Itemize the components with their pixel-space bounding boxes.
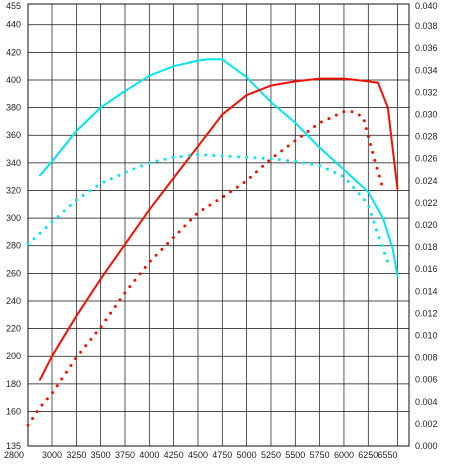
right-tick-label: 0.020 — [415, 220, 438, 230]
left-tick-label: 380 — [6, 103, 21, 113]
x-tick-label: 5500 — [285, 450, 305, 460]
left-tick-label: 440 — [6, 20, 21, 30]
right-tick-label: 0.038 — [415, 21, 438, 31]
horizontal-grid — [27, 3, 410, 447]
x-axis-ticks: 2800 3000 3250 3500 3750 4000 4250 4500 4750 5000… — [4, 450, 398, 460]
left-axis-ticks: 135 160 180 200 220 240 260 280 300 320 340 360 380 4… — [6, 1, 21, 451]
left-tick-label: 180 — [6, 379, 21, 389]
left-tick-label: 135 — [6, 441, 21, 451]
right-tick-label: 0.010 — [415, 331, 438, 341]
x-tick-label: 4750 — [212, 450, 232, 460]
x-tick-label: 5250 — [261, 450, 281, 460]
series-layer — [26, 58, 399, 427]
right-tick-label: 0.016 — [415, 264, 438, 274]
left-tick-label: 280 — [6, 241, 21, 251]
right-tick-label: 0.026 — [415, 154, 438, 164]
right-tick-label: 0.006 — [415, 375, 438, 385]
right-tick-label: 0.022 — [415, 198, 438, 208]
series-2-line — [26, 153, 390, 264]
left-tick-label: 300 — [6, 213, 21, 223]
left-tick-label: 420 — [6, 47, 21, 57]
left-tick-label: 455 — [6, 1, 21, 11]
x-tick-label: 4000 — [139, 450, 159, 460]
left-tick-label: 340 — [6, 158, 21, 168]
series-3-line — [26, 110, 385, 427]
left-tick-label: 260 — [6, 268, 21, 278]
right-tick-label: 0.014 — [415, 286, 438, 296]
series-1-line — [39, 77, 399, 381]
left-tick-label: 360 — [6, 130, 21, 140]
plot-frame — [27, 3, 410, 447]
right-tick-label: 0.002 — [415, 419, 438, 429]
right-tick-label: 0.024 — [415, 176, 438, 186]
right-axis-ticks: 0.000 0.002 0.004 0.006 0.008 0.010 0.012 0.014… — [415, 1, 438, 451]
right-tick-label: 0.030 — [415, 110, 438, 120]
x-tick-label: 6250 — [358, 450, 378, 460]
x-tick-label: 3000 — [42, 450, 62, 460]
x-tick-label: 5750 — [310, 450, 330, 460]
x-tick-label: 2800 — [4, 450, 24, 460]
x-tick-label: 3750 — [115, 450, 135, 460]
right-tick-label: 0.028 — [415, 132, 438, 142]
right-tick-label: 0.034 — [415, 65, 438, 75]
x-tick-label: 3250 — [66, 450, 86, 460]
right-tick-label: 0.036 — [415, 43, 438, 53]
vertical-grid — [27, 4, 398, 446]
right-tick-label: 0.040 — [415, 1, 438, 11]
left-tick-label: 200 — [6, 351, 21, 361]
right-tick-label: 0.032 — [415, 87, 438, 97]
right-tick-label: 0.000 — [415, 441, 438, 451]
left-tick-label: 400 — [6, 75, 21, 85]
right-tick-label: 0.018 — [415, 242, 438, 252]
left-tick-label: 320 — [6, 185, 21, 195]
left-tick-label: 160 — [6, 406, 21, 416]
right-tick-label: 0.008 — [415, 353, 438, 363]
x-tick-label: 3500 — [91, 450, 111, 460]
x-tick-label: 4500 — [188, 450, 208, 460]
series-0-line — [39, 58, 399, 278]
x-tick-label: 5000 — [237, 450, 257, 460]
x-tick-label: 6550 — [377, 450, 397, 460]
left-tick-label: 220 — [6, 324, 21, 334]
x-tick-label: 4250 — [164, 450, 184, 460]
right-tick-label: 0.004 — [415, 397, 438, 407]
x-tick-label: 6000 — [334, 450, 354, 460]
right-tick-label: 0.012 — [415, 308, 438, 318]
left-tick-label: 240 — [6, 296, 21, 306]
